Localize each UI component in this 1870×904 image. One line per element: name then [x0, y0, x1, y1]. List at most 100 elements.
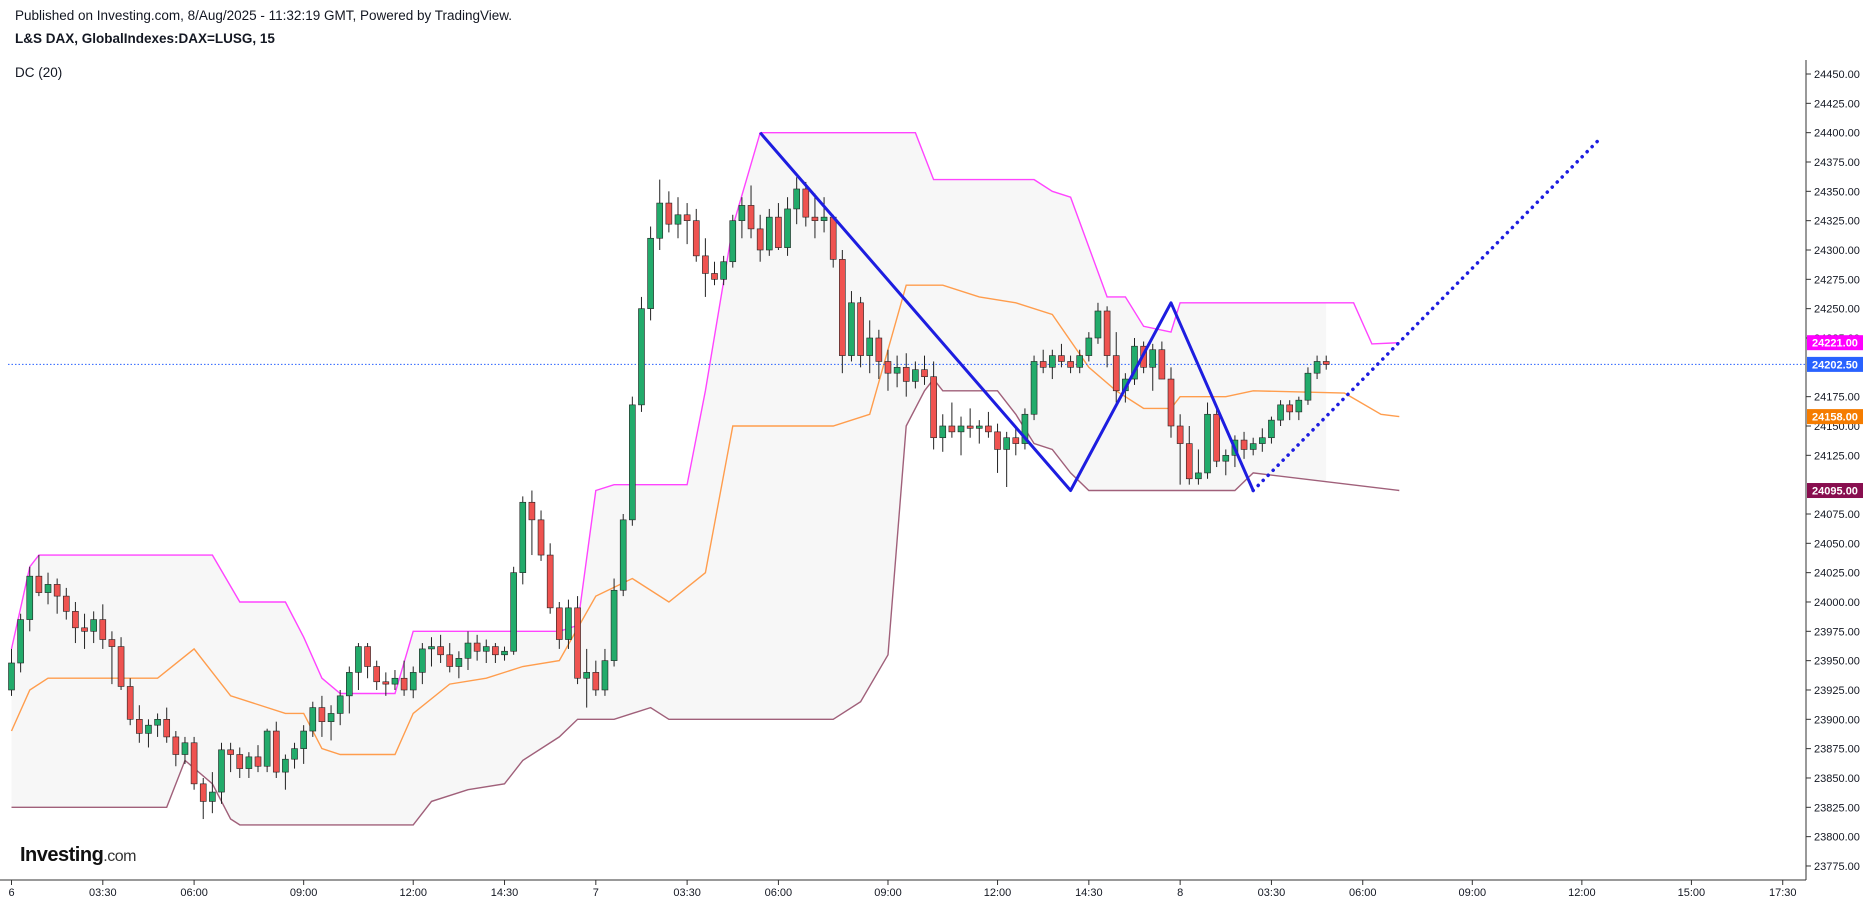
candle-body: [994, 431, 1001, 450]
candle-body: [1176, 425, 1184, 444]
candle: [1158, 341, 1166, 380]
y-tick-label: 24050.00: [1814, 538, 1860, 550]
candle-body: [985, 425, 992, 433]
y-tick-label: 24325.00: [1814, 216, 1860, 228]
y-tick-label: 24025.00: [1814, 568, 1860, 580]
candle-body: [117, 646, 125, 687]
candle-body: [364, 646, 371, 667]
candle: [81, 613, 88, 649]
price-tag: 24158.00: [1807, 409, 1863, 425]
middle-band-line: [10, 284, 1400, 756]
candle-body: [181, 742, 189, 755]
y-tick-label: 24425.00: [1814, 98, 1860, 110]
candle: [291, 742, 298, 769]
candle-body: [291, 748, 298, 760]
candle: [975, 420, 983, 444]
y-tick-label: 24125.00: [1814, 450, 1860, 462]
candle: [1304, 367, 1312, 405]
candle: [546, 543, 554, 614]
indicator-label[interactable]: DC (20): [15, 65, 63, 80]
candle-body: [108, 639, 116, 647]
publish-info: Published on Investing.com, 8/Aug/2025 -…: [15, 8, 513, 23]
logo-suffix: .com: [103, 848, 136, 865]
candle-body: [702, 255, 709, 274]
y-tick-label: 24175.00: [1814, 392, 1860, 404]
candle-body: [400, 677, 408, 691]
candle: [592, 660, 600, 696]
candle: [1313, 355, 1321, 380]
candle-body: [528, 501, 536, 521]
candle-body: [829, 216, 837, 260]
candle-body: [665, 202, 673, 225]
candle: [1322, 355, 1330, 370]
candle-body: [172, 736, 180, 755]
candle: [510, 566, 517, 655]
candle-body: [948, 425, 956, 433]
candle: [528, 490, 536, 556]
candle: [428, 637, 435, 667]
candle: [629, 396, 636, 526]
candle-body: [692, 220, 700, 257]
candle-body: [802, 188, 810, 218]
x-tick-label: 09:00: [874, 887, 902, 899]
y-tick-label: 24300.00: [1814, 245, 1860, 257]
price-tag-bg: [1807, 335, 1863, 351]
candle: [254, 745, 262, 773]
candle: [848, 291, 855, 362]
zigzag-pattern: [759, 131, 1602, 493]
candle: [1240, 431, 1248, 459]
candle: [53, 578, 61, 614]
candle: [793, 177, 800, 225]
candle-body: [1240, 439, 1248, 450]
candle-body: [1167, 378, 1175, 427]
candle-body: [1030, 361, 1038, 415]
candle: [263, 728, 271, 773]
price-tag-label: 24202.50: [1812, 359, 1858, 371]
candle-body: [81, 627, 88, 632]
candle: [99, 604, 107, 649]
projection-line: [1251, 136, 1602, 493]
y-tick-label: 23975.00: [1814, 626, 1860, 638]
candle: [839, 249, 846, 374]
candle: [747, 185, 755, 239]
candle-body: [492, 646, 499, 656]
candle-body: [784, 208, 791, 248]
candle: [565, 599, 572, 649]
candle: [1176, 414, 1184, 485]
candle-body: [336, 695, 344, 714]
candle-body: [1295, 399, 1303, 413]
candle-body: [601, 660, 609, 691]
price-tag: 24202.50: [1807, 356, 1863, 372]
candle: [1049, 349, 1056, 380]
candle: [455, 651, 463, 679]
y-tick-label: 23800.00: [1814, 832, 1860, 844]
candle-body: [1259, 437, 1266, 444]
candle: [108, 631, 116, 685]
candle-body: [574, 607, 581, 679]
axes: 24450.00 24425.00 24400.00 24375.00 24350.00…: [0, 60, 1860, 899]
price-tags: 24221.00 24202.50 24158.00 24095.00: [1807, 335, 1863, 499]
candle-body: [419, 648, 426, 673]
candle: [957, 416, 965, 456]
candle: [464, 631, 472, 671]
candle-body: [729, 220, 737, 263]
candle: [26, 566, 34, 632]
candle-body: [1067, 361, 1074, 368]
x-tick-label: 15:00: [1678, 887, 1706, 899]
price-tag-bg: [1807, 483, 1863, 499]
logo-main: Investing: [20, 844, 104, 866]
candle: [647, 226, 654, 321]
candle-body: [227, 749, 234, 755]
price-tag-label: 24221.00: [1812, 338, 1858, 350]
candle-body: [1286, 404, 1293, 413]
candle-body: [756, 228, 764, 251]
x-tick-label: 09:00: [290, 887, 318, 899]
candle-body: [446, 654, 454, 667]
candle: [1112, 332, 1120, 403]
candle-body: [199, 783, 207, 802]
candle-body: [1049, 355, 1056, 368]
candle-body: [35, 575, 43, 593]
candle-body: [510, 572, 517, 652]
candle: [1030, 355, 1038, 421]
